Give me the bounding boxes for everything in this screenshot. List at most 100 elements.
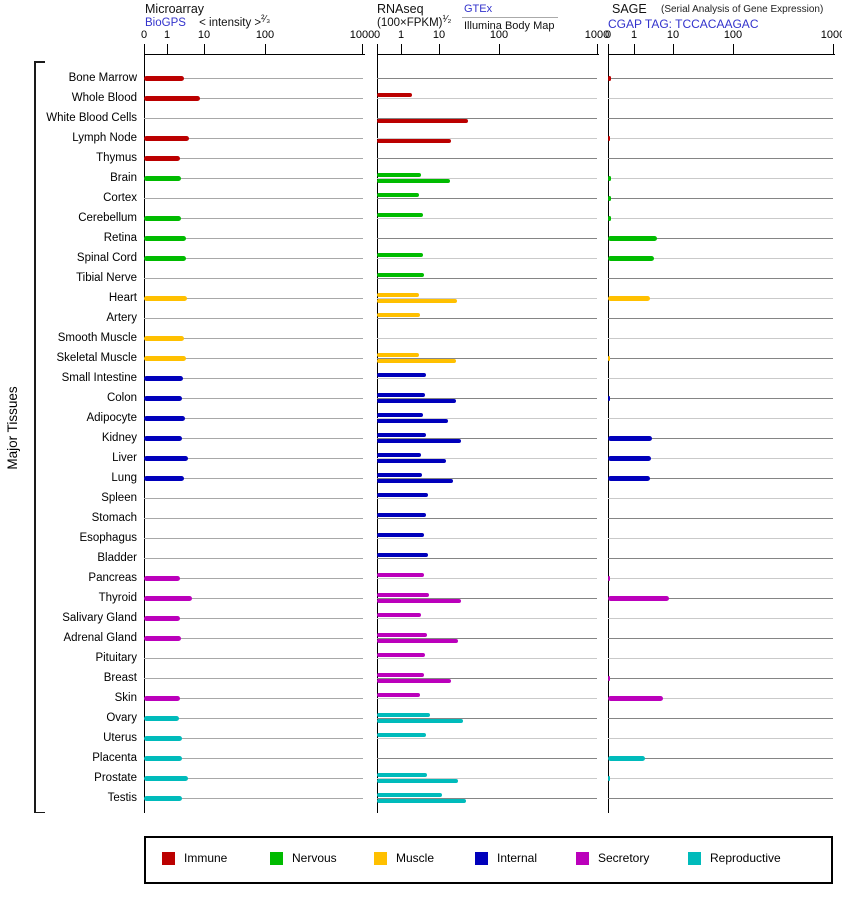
- tissue-label: Stomach: [91, 512, 137, 524]
- leader-line-rnaseq: [377, 97, 597, 99]
- leader-line-microarray: [144, 457, 363, 459]
- leader-line-sage: [608, 277, 833, 279]
- leader-line-rnaseq: [377, 497, 597, 499]
- legend-swatch-muscle: [374, 852, 387, 865]
- cgap-tag-link[interactable]: CGAP TAG: TCCACAAGAC: [608, 17, 759, 31]
- leader-line-rnaseq: [377, 397, 597, 399]
- leader-line-microarray: [144, 237, 363, 239]
- tissue-label: Lung: [111, 472, 137, 484]
- biogps-link[interactable]: BioGPS: [145, 17, 186, 29]
- leader-line-rnaseq: [377, 777, 597, 779]
- tissue-label: Thymus: [96, 152, 137, 164]
- bar-rnaseq-gtex: [377, 692, 421, 697]
- bar-rnaseq-illumina: [377, 138, 452, 143]
- bar-rnaseq-illumina: [377, 718, 463, 723]
- bar-rnaseq-illumina: [377, 178, 450, 183]
- axis-tick-rnaseq: [439, 44, 440, 54]
- bar-microarray: [144, 375, 183, 381]
- tissue-label: Brain: [110, 172, 137, 184]
- bar-rnaseq-gtex: [377, 712, 430, 717]
- axis-tick-label-microarray: 1: [163, 29, 171, 41]
- rnaseq-subtitle: (100×FPKM): [377, 17, 443, 29]
- axis-tick-label-sage: 10: [666, 29, 680, 41]
- leader-line-rnaseq: [377, 257, 597, 259]
- tissue-label: Artery: [106, 312, 137, 324]
- leader-line-rnaseq: [377, 297, 597, 299]
- legend-label-muscle: Muscle: [396, 851, 435, 865]
- leader-line-sage: [608, 537, 833, 539]
- tissue-label: Liver: [112, 452, 137, 464]
- tissue-label: Small Intestine: [61, 372, 137, 384]
- leader-line-sage: [608, 437, 833, 439]
- bar-microarray: [144, 415, 185, 421]
- tissue-label: Cortex: [103, 192, 137, 204]
- leader-line-microarray: [144, 197, 363, 199]
- legend-swatch-immune: [162, 852, 175, 865]
- leader-line-sage: [608, 697, 833, 699]
- bar-microarray: [144, 135, 189, 141]
- leader-line-microarray: [144, 717, 363, 719]
- bar-microarray: [144, 335, 185, 341]
- tissue-label: Thyroid: [98, 592, 137, 604]
- leader-line-microarray: [144, 437, 363, 439]
- bar-microarray: [144, 175, 182, 181]
- leader-line-microarray: [144, 537, 363, 539]
- gtex-link[interactable]: GTEx: [464, 3, 493, 15]
- bar-sage: [608, 775, 611, 781]
- leader-line-rnaseq: [377, 557, 597, 559]
- leader-line-rnaseq: [377, 177, 597, 179]
- axis-tick-label-sage: 1: [630, 29, 638, 41]
- bar-microarray: [144, 255, 186, 261]
- leader-line-microarray: [144, 297, 363, 299]
- tissue-label: Ovary: [106, 712, 137, 724]
- bar-microarray: [144, 235, 186, 241]
- bar-rnaseq-gtex: [377, 252, 424, 257]
- bar-microarray: [144, 295, 187, 301]
- leader-line-microarray: [144, 797, 363, 799]
- bar-microarray: [144, 355, 186, 361]
- legend-swatch-secretory: [576, 852, 589, 865]
- tissue-label: Pituitary: [95, 652, 137, 664]
- leader-line-sage: [608, 617, 833, 619]
- leader-line-rnaseq: [377, 117, 597, 119]
- bar-rnaseq-illumina: [377, 798, 466, 803]
- axis-tick-sage: [608, 44, 609, 54]
- bar-sage: [608, 215, 612, 221]
- bar-rnaseq-gtex: [377, 732, 426, 737]
- leader-line-sage: [608, 337, 833, 339]
- legend-swatch-reproductive: [688, 852, 701, 865]
- leader-line-sage: [608, 657, 833, 659]
- bar-rnaseq-illumina: [377, 598, 461, 603]
- leader-line-sage: [608, 297, 833, 299]
- axis-tick-rnaseq: [401, 44, 402, 54]
- bar-sage: [608, 755, 645, 761]
- bar-rnaseq-gtex: [377, 772, 428, 777]
- leader-line-sage: [608, 577, 833, 579]
- axis-top-microarray: [144, 54, 365, 55]
- bar-rnaseq-illumina: [377, 398, 456, 403]
- bar-sage: [608, 675, 610, 681]
- bar-microarray: [144, 395, 183, 401]
- leader-line-rnaseq: [377, 577, 597, 579]
- leader-line-sage: [608, 497, 833, 499]
- leader-line-sage: [608, 157, 833, 159]
- panel-title-microarray: Microarray: [145, 2, 205, 16]
- bar-rnaseq-gtex: [377, 272, 425, 277]
- leader-line-microarray: [144, 557, 363, 559]
- leader-line-rnaseq: [377, 357, 597, 359]
- leader-line-rnaseq: [377, 457, 597, 459]
- axis-tick-label-microarray: 100: [255, 29, 275, 41]
- leader-line-microarray: [144, 77, 363, 79]
- axis-tick-label-rnaseq: 100: [489, 29, 509, 41]
- leader-line-microarray: [144, 277, 363, 279]
- bar-microarray: [144, 75, 185, 81]
- bar-rnaseq-gtex: [377, 312, 420, 317]
- bar-sage: [608, 395, 610, 401]
- bar-microarray: [144, 215, 182, 221]
- leader-line-microarray: [144, 577, 363, 579]
- leader-line-sage: [608, 597, 833, 599]
- microarray-subtitle: < intensity >: [199, 17, 262, 29]
- leader-line-microarray: [144, 337, 363, 339]
- leader-line-sage: [608, 317, 833, 319]
- bar-microarray: [144, 795, 182, 801]
